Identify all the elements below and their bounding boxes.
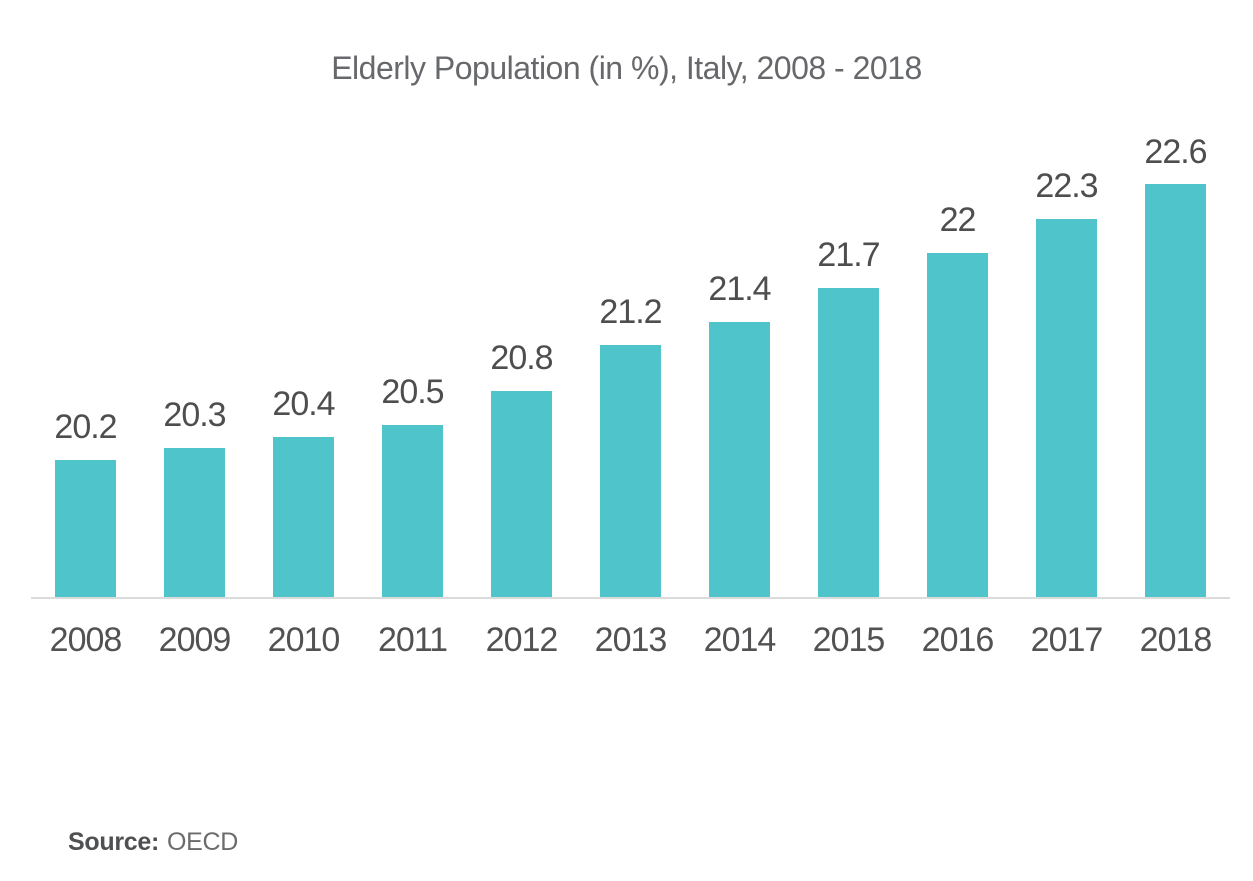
x-tick-label: 2010 [267, 621, 341, 659]
chart-title: Elderly Population (in %), Italy, 2008 -… [331, 50, 922, 86]
plot-area: 20.2 20.3 20.4 20.5 20.8 21.2 21.4 21.7 22 22.3 22… [31, 133, 1230, 599]
value-label: 20.2 [54, 407, 117, 446]
bar [600, 344, 661, 597]
value-label: 21.4 [708, 270, 771, 309]
x-tick-label: 2009 [158, 621, 232, 659]
bar-column: 20.4 [249, 150, 358, 597]
x-tick-label: 2012 [485, 621, 559, 659]
bar [164, 448, 225, 597]
bar-column: 20.3 [140, 150, 249, 597]
source-value: OECD [166, 828, 239, 856]
bar [1036, 218, 1097, 597]
bar-column: 20.5 [358, 150, 467, 597]
value-label: 20.3 [163, 396, 226, 435]
bar [927, 253, 988, 597]
bar-column: 21.7 [794, 150, 903, 597]
source-label: Source: [68, 828, 159, 856]
x-tick-label: 2011 [377, 621, 448, 659]
bar [709, 321, 770, 597]
bar [818, 287, 879, 597]
bar [1145, 184, 1206, 597]
bar [273, 436, 334, 597]
bar-column: 22 [903, 150, 1012, 597]
bar [55, 459, 116, 597]
x-tick-label: 2018 [1139, 621, 1213, 659]
value-label: 22.6 [1144, 132, 1207, 171]
value-label: 22.3 [1035, 167, 1098, 206]
bar [491, 390, 552, 597]
bar-column: 20.8 [467, 150, 576, 597]
value-label: 22 [939, 201, 977, 240]
value-label: 20.5 [381, 373, 444, 412]
value-label: 21.7 [817, 235, 880, 274]
x-tick-label: 2015 [812, 621, 886, 659]
bar-column: 21.2 [576, 150, 685, 597]
value-label: 20.4 [272, 384, 335, 423]
x-tick-label: 2014 [703, 621, 777, 659]
bar-column: 22.6 [1121, 133, 1230, 597]
source-line: Source: OECD [68, 828, 238, 857]
x-tick-label: 2013 [594, 621, 668, 659]
bar-column: 22.3 [1012, 150, 1121, 597]
x-tick-label: 2016 [921, 621, 995, 659]
x-tick-label: 2008 [49, 621, 123, 659]
x-tick-label: 2017 [1030, 621, 1104, 659]
bar-column: 21.4 [685, 150, 794, 597]
value-label: 20.8 [490, 338, 553, 377]
x-axis-labels: 2008 2009 2010 2011 2012 2013 2014 2015 2016 2017… [31, 620, 1230, 661]
bar [382, 425, 443, 597]
bar-column: 20.2 [31, 150, 140, 597]
value-label: 21.2 [599, 293, 662, 332]
